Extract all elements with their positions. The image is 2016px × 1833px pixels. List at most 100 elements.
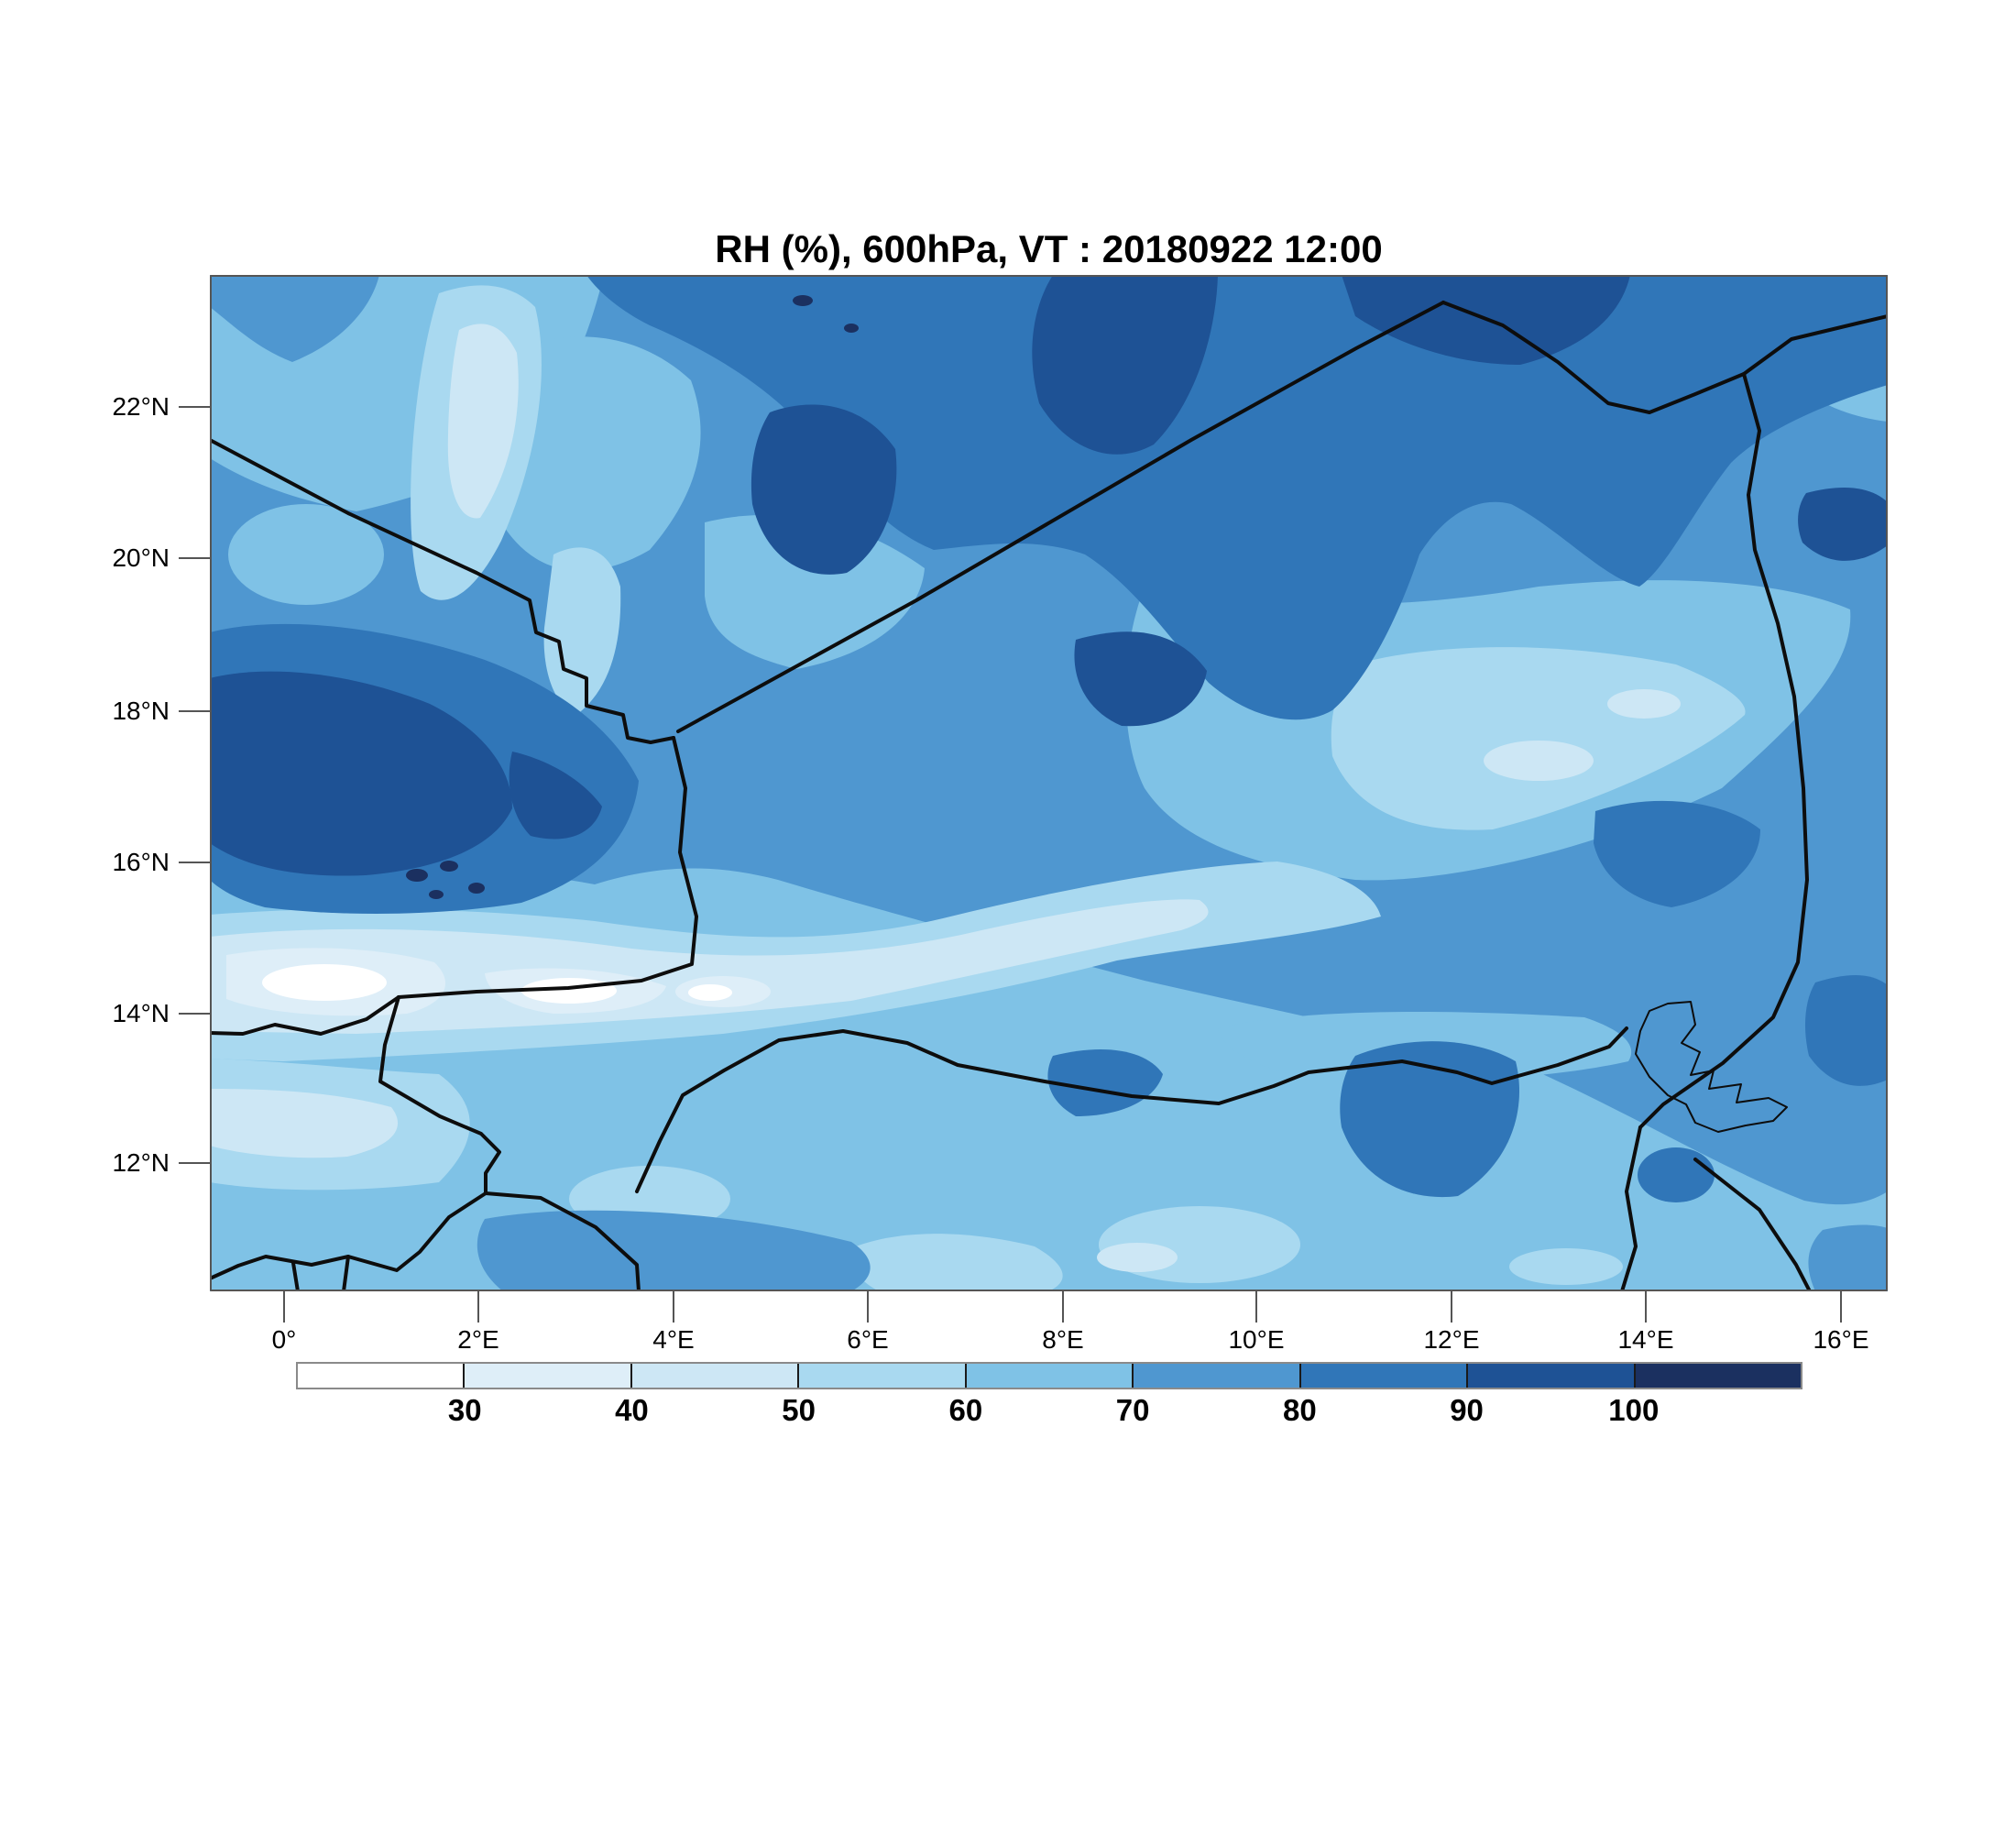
colorbar-segment <box>1466 1364 1634 1388</box>
contour-region <box>1509 1248 1623 1285</box>
contour-region <box>406 869 428 882</box>
contour-region <box>849 1234 1063 1291</box>
border-niger-nigeria <box>635 1026 1628 1193</box>
lat-tick-label: 14°N <box>112 999 170 1027</box>
rh-contour-map <box>210 275 1888 1291</box>
contour-region <box>1808 1224 1888 1291</box>
contour-region <box>210 899 1209 1034</box>
contour-region <box>1032 275 1218 455</box>
colorbar-tick-label: 100 <box>1608 1393 1660 1427</box>
contour-region <box>262 964 387 1001</box>
border-burkina-niger <box>378 995 501 1195</box>
border-mali-niger <box>397 736 698 999</box>
colorbar-segment <box>964 1364 1133 1388</box>
lon-tick-label: 6°E <box>847 1325 889 1354</box>
lon-tick <box>1645 1291 1647 1323</box>
contour-region <box>1798 488 1888 561</box>
lon-tick <box>1840 1291 1842 1323</box>
contour-region <box>440 861 458 872</box>
contour-region <box>688 984 732 1001</box>
contour-region <box>1047 1048 1163 1116</box>
colorbar-segment <box>1132 1364 1299 1388</box>
lon-tick-label: 12°E <box>1423 1325 1480 1354</box>
contour-region <box>705 514 925 669</box>
lat-tick-label: 18°N <box>112 697 170 725</box>
country-borders <box>210 301 1888 1291</box>
contour-region <box>468 883 485 894</box>
colorbar-segment <box>463 1364 630 1388</box>
contour-region <box>429 890 444 899</box>
colorbar-tick-label: 60 <box>948 1393 983 1427</box>
colorbar-segment <box>630 1364 798 1388</box>
lon-tick <box>1062 1291 1064 1323</box>
colorbar <box>296 1362 1802 1389</box>
contour-region <box>1340 1041 1520 1198</box>
colorbar-tick-label: 80 <box>1282 1393 1317 1427</box>
contour-region <box>1484 741 1594 781</box>
colorbar-segment <box>1633 1364 1801 1388</box>
contour-region <box>447 324 519 519</box>
colorbar-tick-label: 40 <box>615 1393 649 1427</box>
contour-region <box>793 295 813 306</box>
colorbar-tick-label: 90 <box>1450 1393 1484 1427</box>
lat-tick-label: 16°N <box>112 848 170 876</box>
border-mali-burkina <box>210 995 400 1036</box>
lat-tick <box>179 406 210 408</box>
contour-region <box>751 404 897 575</box>
contour-region <box>1607 689 1681 719</box>
border-niger-chad <box>1638 372 1809 1129</box>
lon-tick <box>673 1291 674 1323</box>
colorbar-segment <box>797 1364 965 1388</box>
plot-title: RH (%), 600hPa, VT : 20180922 12:00 <box>715 227 1383 270</box>
contour-region <box>844 324 859 333</box>
border-algeria-mali <box>210 438 675 744</box>
map-frame <box>210 275 1888 1291</box>
lat-tick <box>179 1013 210 1015</box>
lon-tick <box>283 1291 285 1323</box>
lat-tick <box>179 862 210 863</box>
contour-region <box>1638 1147 1715 1202</box>
lon-tick <box>477 1291 479 1323</box>
border-nigeria-chad-south <box>1620 1125 1642 1291</box>
contour-region <box>1097 1243 1178 1272</box>
contour-region <box>1594 800 1760 907</box>
contour-region <box>210 275 379 362</box>
contour-region <box>586 275 1888 720</box>
colorbar-tick-label: 70 <box>1115 1393 1150 1427</box>
contour-region <box>490 336 701 571</box>
contour-region <box>1804 975 1888 1086</box>
border-togo-branch <box>291 1261 300 1291</box>
border-algeria-niger <box>676 301 1445 733</box>
border-chad-cameroon <box>1693 1158 1812 1291</box>
lon-tick-label: 16°E <box>1813 1325 1869 1354</box>
border-libya-niger <box>1441 301 1746 414</box>
lon-tick-label: 14°E <box>1617 1325 1674 1354</box>
lon-tick-label: 4°E <box>652 1325 695 1354</box>
lat-tick-label: 12°N <box>112 1148 170 1177</box>
lake-chad-outline <box>1635 1001 1788 1133</box>
lat-tick <box>179 1162 210 1164</box>
border-niger-benin-nigeria <box>484 1191 641 1291</box>
lon-tick-label: 2°E <box>457 1325 499 1354</box>
border-benin-branch <box>342 1255 350 1291</box>
lon-tick-label: 10°E <box>1228 1325 1285 1354</box>
contour-region <box>210 671 512 876</box>
lon-tick <box>867 1291 869 1323</box>
colorbar-tick-label: 30 <box>447 1393 482 1427</box>
map-area <box>210 275 1888 1291</box>
lon-tick-label: 8°E <box>1042 1325 1084 1354</box>
contour-region <box>543 547 621 715</box>
lat-tick <box>179 557 210 559</box>
contour-region <box>477 1210 871 1291</box>
colorbar-segment <box>1298 1364 1467 1388</box>
colorbar-segment <box>298 1364 464 1388</box>
contour-region <box>228 504 384 605</box>
lon-tick-label: 0° <box>271 1325 297 1354</box>
lat-tick-label: 22°N <box>112 392 170 421</box>
contour-region <box>210 1089 399 1158</box>
border-libya-ne <box>1742 314 1888 376</box>
lon-tick <box>1451 1291 1452 1323</box>
contour-region <box>509 752 602 840</box>
lat-tick <box>179 710 210 712</box>
